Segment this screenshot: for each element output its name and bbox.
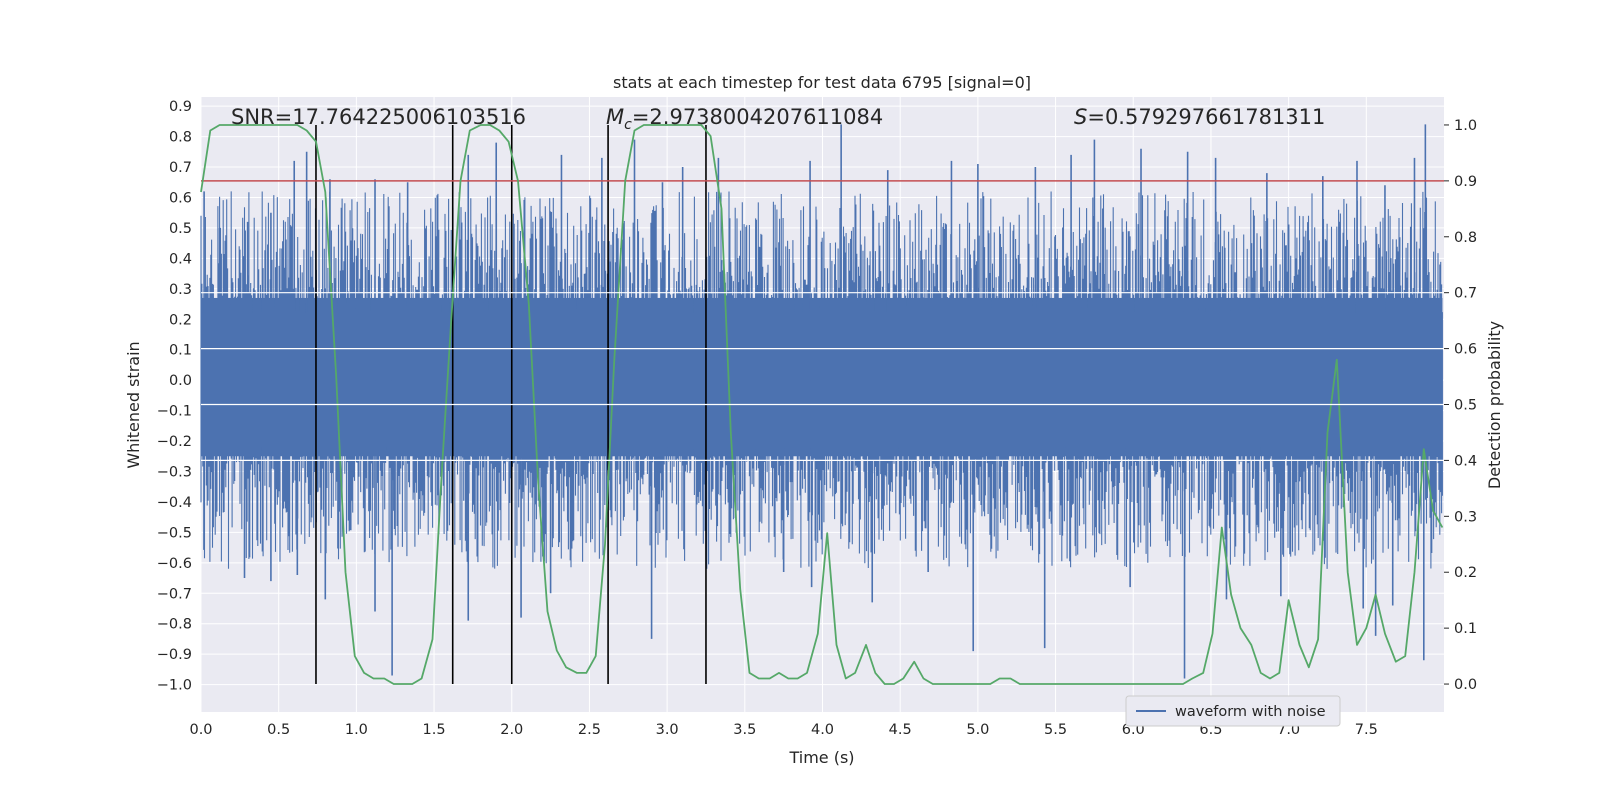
x-tick-label: 1.0 [345,722,368,738]
y-tick-label: −0.9 [157,647,192,663]
y-tick-label: −1.0 [157,678,192,694]
legend-box [1125,695,1341,727]
s-annotation: S=0.579297661781311 [1074,105,1325,129]
y-tick-label: 0.4 [169,251,192,267]
y-tick-label: 0.5 [169,221,192,237]
legend-label-waveform: waveform with noise [1175,704,1326,720]
x-tick-label: 5.0 [966,722,989,738]
y2-tick-label: 0.1 [1454,621,1477,637]
y-tick-label: 0.9 [169,99,192,115]
y-tick-label: −0.7 [157,586,192,602]
y-tick-label: −0.4 [157,495,192,511]
y2-tick-label: 0.5 [1454,398,1477,414]
y-tick-label: −0.5 [157,525,192,541]
y2-tick-label: 0.8 [1454,230,1477,246]
y2-tick-label: 0.2 [1454,565,1477,581]
s-symbol: S [1074,105,1087,129]
x-tick-label: 1.5 [423,722,446,738]
y-tick-label: −0.8 [157,617,192,633]
x-tick-label: 3.5 [733,722,756,738]
waveform-series [200,124,1443,679]
snr-annotation: SNR=17.764225006103516 [231,105,526,129]
x-tick-label: 7.5 [1355,722,1378,738]
chirp-mass-symbol: M [606,105,624,129]
y2-tick-label: 0.4 [1454,453,1477,469]
x-tick-label: 5.5 [1044,722,1067,738]
y2-tick-label: 0.3 [1454,509,1477,525]
y-tick-label: 0.0 [169,373,192,389]
y2-tick-label: 0.6 [1454,342,1477,358]
chart-title: stats at each timestep for test data 679… [613,73,1031,92]
y-tick-label: −0.2 [157,434,192,450]
x-tick-label: 4.5 [889,722,912,738]
y-tick-label: 0.2 [169,312,192,328]
y-tick-label: 0.8 [169,130,192,146]
x-tick-label: 0.5 [267,722,290,738]
y-tick-label: 0.6 [169,190,192,206]
s-value: =0.579297661781311 [1087,105,1325,129]
chirp-mass-subscript: c [624,117,632,133]
x-tick-label: 2.5 [578,722,601,738]
legend: waveform with noise [1125,695,1341,727]
x-tick-label: 0.0 [189,722,212,738]
x-axis-title: Time (s) [788,748,854,767]
y2-tick-label: 0.7 [1454,286,1477,302]
y2-tick-label: 0.9 [1454,174,1477,190]
waveform-noise [200,191,1443,569]
x-tick-label: 4.0 [811,722,834,738]
chirp-mass-annotation: Mc=2.9738004207611084 [606,105,883,133]
y2-axis-title: Detection probability [1485,321,1504,489]
y-tick-label: −0.6 [157,556,192,572]
y2-tick-label: 0.0 [1454,677,1477,693]
probability-series [200,124,1444,685]
y-tick-label: −0.3 [157,464,192,480]
probability-line [200,124,1444,685]
y-axis-title: Whitened strain [124,341,143,468]
x-tick-label: 3.0 [656,722,679,738]
x-tick-label: 2.0 [500,722,523,738]
chirp-mass-value: =2.9738004207611084 [632,105,883,129]
y-tick-label: 0.3 [169,282,192,298]
y2-tick-label: 1.0 [1454,118,1477,134]
y-tick-label: −0.1 [157,404,192,420]
y-tick-label: 0.7 [169,160,192,176]
right-axis-grid-lines [201,292,1444,462]
y-tick-label: 0.1 [169,343,192,359]
